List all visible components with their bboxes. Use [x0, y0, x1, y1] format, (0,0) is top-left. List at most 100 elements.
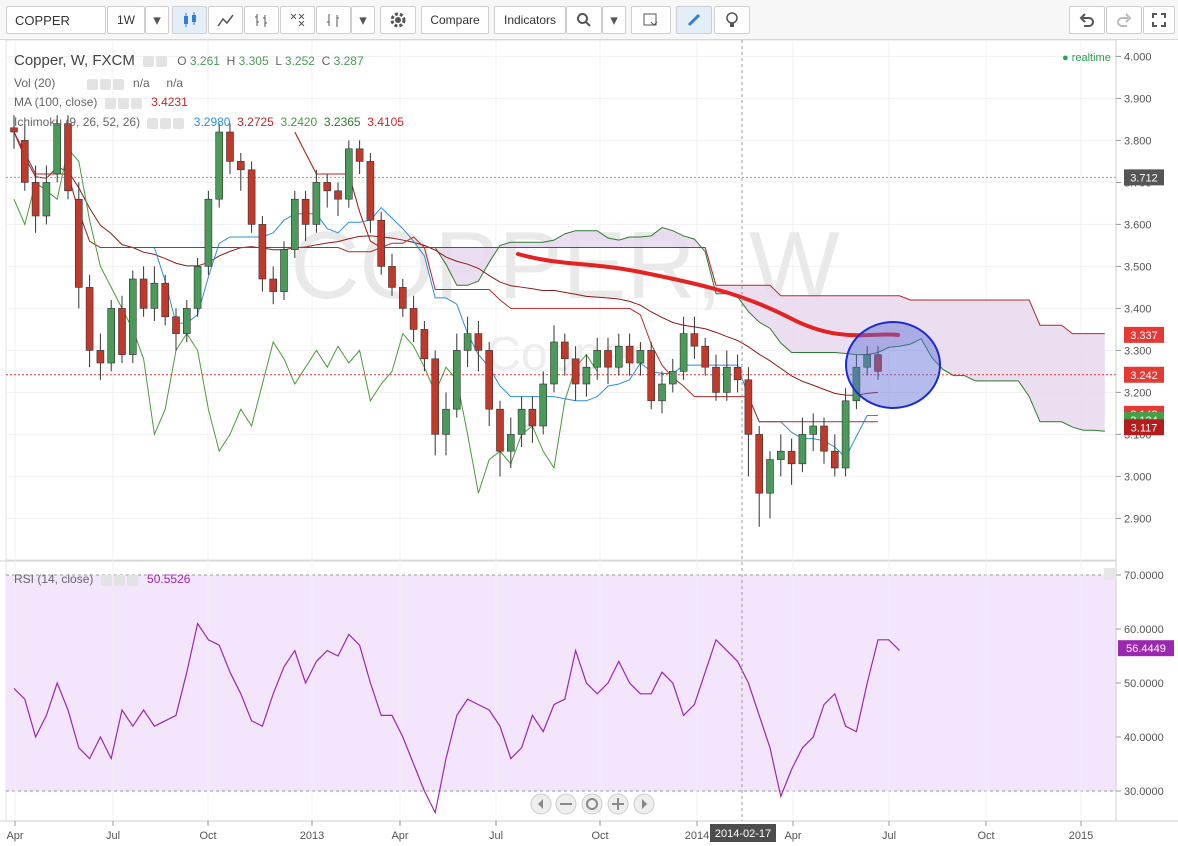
candle-body	[496, 408, 504, 452]
indicators-button[interactable]: Indicators	[494, 6, 566, 34]
candle	[550, 325, 558, 393]
vol-label: Vol (20)	[14, 76, 56, 90]
ichimoku-legend: Ichimoku (9, 26, 52, 26) 3.2980 3.2725 3…	[14, 115, 404, 130]
gear-icon[interactable]	[156, 56, 168, 68]
candle	[301, 190, 310, 242]
ideas-button[interactable]	[714, 6, 750, 34]
price-marker: 3.712	[1124, 169, 1164, 186]
gear-icon[interactable]	[117, 98, 129, 110]
drawn-ellipse[interactable]	[845, 321, 941, 409]
vol-value-1: n/a	[133, 76, 150, 90]
area-style-button[interactable]	[316, 6, 351, 34]
candle-body	[398, 287, 407, 309]
fullscreen-button[interactable]	[1143, 6, 1175, 34]
eye-icon[interactable]	[147, 118, 159, 130]
rsi-tick-label: 50.0000	[1124, 678, 1164, 690]
compare-label: Compare	[430, 13, 480, 27]
main-chart[interactable]: COPPER, W Copper 2.9003.0003.1003.2003.3…	[0, 40, 1178, 846]
legend-buttons	[143, 53, 169, 70]
compare-button[interactable]: Compare	[421, 6, 489, 34]
interval-button[interactable]: 1W	[107, 6, 145, 34]
search-indicators-button[interactable]	[566, 6, 602, 34]
close-icon[interactable]	[130, 98, 142, 110]
candle	[614, 333, 623, 376]
candle	[20, 123, 29, 191]
time-tick-label: Oct	[199, 830, 216, 842]
price-tick-label: 3.300	[1124, 345, 1152, 357]
eye-icon[interactable]	[143, 56, 155, 68]
ma-label: MA (100, close)	[14, 95, 98, 109]
open-value: 3.261	[189, 54, 220, 68]
search-dropdown[interactable]: ▾	[602, 6, 626, 34]
candle-body	[539, 383, 548, 427]
drawing-toolbar-toggle[interactable]	[676, 6, 712, 34]
rsi-label: RSI (14, close)	[14, 572, 94, 586]
candle-body	[690, 333, 699, 347]
chevron-down-icon: ▾	[610, 12, 618, 29]
candle	[690, 316, 699, 359]
gear-icon[interactable]	[160, 118, 172, 130]
candle-body	[733, 366, 742, 381]
candle	[269, 266, 278, 305]
candle-body	[20, 140, 29, 183]
drawn-trend-curve[interactable]	[516, 252, 900, 338]
rsi-pane-maximize-button[interactable]	[1104, 568, 1116, 580]
ichimoku-tenkan-line	[13, 131, 878, 459]
candle-body	[75, 198, 83, 288]
price-tick-label: 4.000	[1124, 51, 1152, 63]
redo-icon	[1117, 13, 1132, 27]
candle-body	[809, 425, 818, 435]
candle	[64, 115, 72, 200]
candles-style-button[interactable]	[172, 6, 207, 34]
close-icon[interactable]	[112, 79, 124, 91]
candle	[150, 266, 159, 321]
reset-button[interactable]	[581, 793, 603, 815]
snapshot-button[interactable]	[631, 6, 671, 34]
gear-icon[interactable]	[113, 575, 125, 587]
eye-icon[interactable]	[86, 79, 98, 91]
candle-body	[442, 408, 450, 435]
candle	[409, 295, 418, 342]
close-icon[interactable]	[173, 118, 185, 130]
candle	[75, 182, 83, 309]
reset-icon	[586, 798, 598, 810]
candle-body	[10, 127, 18, 133]
price-axis[interactable]	[1116, 40, 1178, 846]
heikin-style-button[interactable]	[280, 6, 315, 34]
symbol-input[interactable]: COPPER	[6, 6, 106, 34]
bars-style-button[interactable]	[244, 6, 279, 34]
chart-style-dropdown[interactable]: ▾	[351, 6, 375, 34]
candle-body	[874, 354, 882, 372]
candle-body	[474, 333, 483, 351]
line-style-button[interactable]	[208, 6, 243, 34]
eye-icon[interactable]	[104, 98, 116, 110]
candle-body	[658, 383, 666, 402]
candle-body	[172, 316, 180, 334]
candle-body	[679, 333, 688, 372]
candle-body	[64, 123, 72, 192]
time-axis[interactable]	[0, 821, 1178, 846]
time-tick-label: Oct	[977, 830, 994, 842]
candle	[571, 346, 580, 401]
gear-icon[interactable]	[99, 79, 111, 91]
candle	[42, 165, 51, 225]
candle	[658, 371, 666, 414]
eye-icon[interactable]	[100, 575, 112, 587]
candle-body	[506, 434, 515, 452]
price-tick-label: 3.500	[1124, 261, 1152, 273]
undo-button[interactable]	[1069, 6, 1105, 34]
redo-button[interactable]	[1106, 6, 1142, 34]
candle-body	[722, 366, 731, 393]
candle-body	[776, 450, 785, 460]
candle	[679, 316, 688, 380]
ma-line	[13, 131, 879, 396]
candle-body	[830, 450, 839, 469]
close-icon[interactable]	[126, 575, 138, 587]
open-label: O	[177, 54, 187, 68]
candle	[830, 434, 839, 477]
ichimoku-kijun-line	[13, 131, 878, 423]
candle-body	[841, 400, 850, 469]
settings-button[interactable]	[380, 6, 416, 34]
time-tick-label: Jul	[489, 830, 503, 842]
interval-dropdown[interactable]: ▾	[145, 6, 169, 34]
